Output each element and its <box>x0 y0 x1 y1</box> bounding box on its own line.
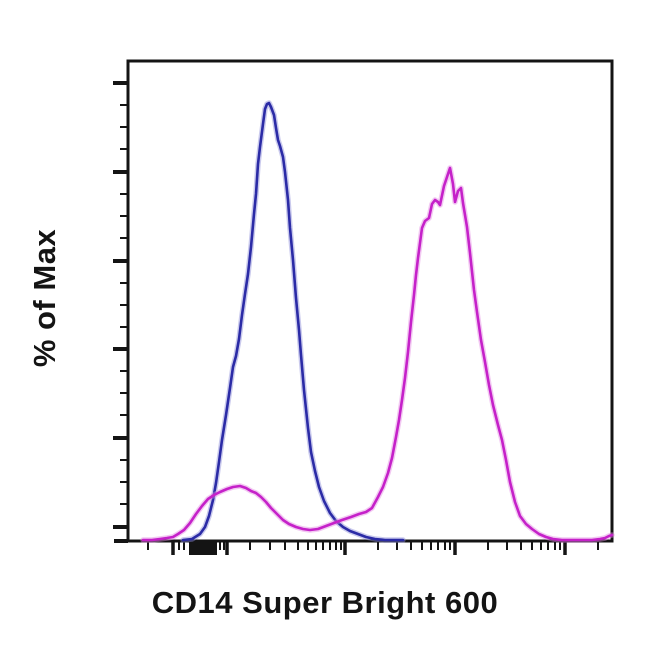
plot-frame <box>126 59 614 543</box>
cd14-stained-histogram-curve <box>141 166 614 542</box>
x-zero-region-blob <box>189 541 217 555</box>
control-histogram-curve <box>181 101 405 542</box>
y-axis-label: % of Max <box>27 228 62 368</box>
x-axis-label: CD14 Super Bright 600 <box>151 585 499 620</box>
